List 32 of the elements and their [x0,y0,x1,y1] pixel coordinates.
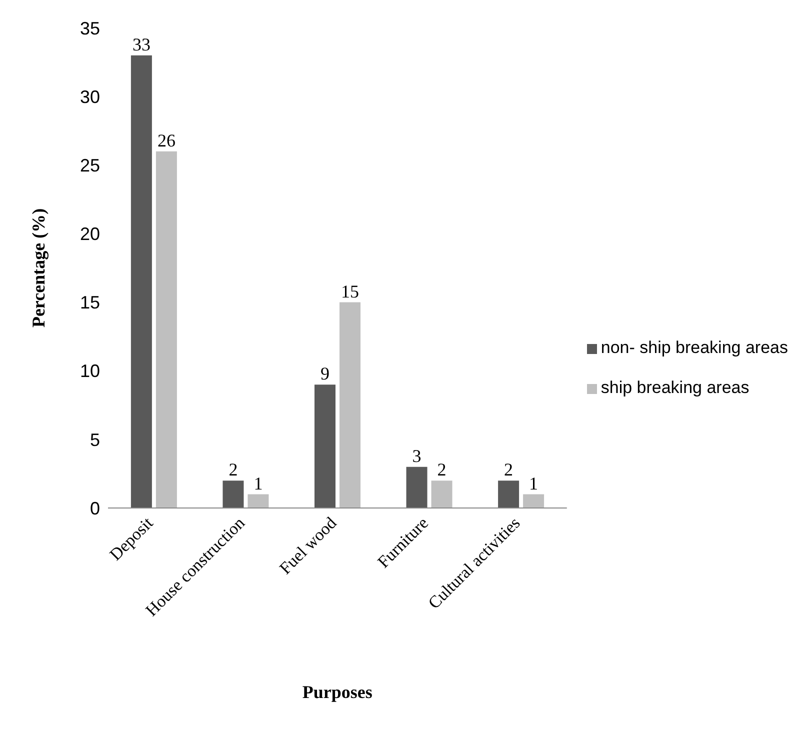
bar [498,480,520,508]
bar [339,302,360,508]
legend-label: non- ship breaking areas [600,338,788,357]
data-label: 2 [437,460,446,480]
data-label: 15 [340,281,359,302]
bar [314,384,336,508]
data-label: 2 [504,460,514,480]
x-axis-title: Purposes [302,682,372,702]
y-axis-title: Percentage (%) [28,208,48,328]
y-tick-label: 20 [80,224,100,244]
data-label: 3 [412,446,422,466]
y-tick-label: 15 [80,292,100,313]
data-label: 1 [529,473,538,494]
data-label: 2 [228,460,238,480]
bar [130,55,152,508]
bar [248,494,269,508]
y-tick-label: 30 [80,86,100,107]
bar [222,480,244,508]
bar [156,151,177,508]
y-tick-label: 5 [90,430,100,450]
data-label: 26 [157,130,176,150]
bar [406,466,428,508]
y-tick-label: 10 [80,361,100,382]
data-label: 1 [254,473,263,494]
data-label: 9 [320,364,330,384]
y-tick-label: 35 [80,18,100,38]
data-label: 33 [132,34,150,54]
legend-label: ship breaking areas [600,378,750,397]
y-tick-label: 25 [80,156,100,176]
bar [431,480,452,508]
bar [523,494,544,508]
y-tick-label: 0 [90,498,100,518]
